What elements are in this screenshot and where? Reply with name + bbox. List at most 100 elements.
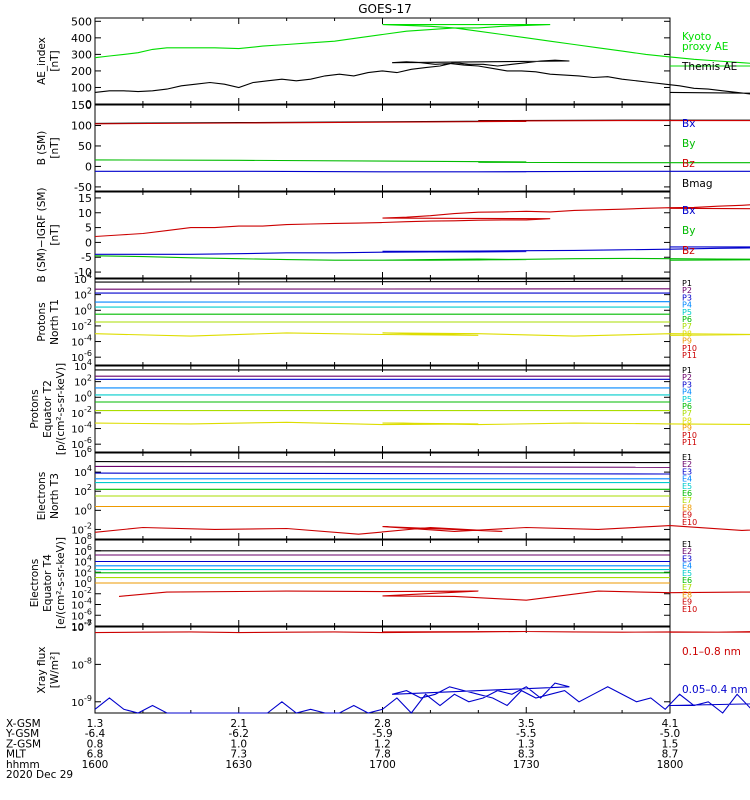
y-tick-label: -50 (74, 181, 92, 194)
row-value: 1700 (369, 759, 396, 771)
legend-item: E8 (682, 590, 692, 599)
y-tick-label: 106 (74, 543, 92, 558)
y-tick-label: 400 (71, 32, 92, 45)
row-value: 6.8 (87, 749, 104, 761)
legend-item: P10 (682, 431, 697, 440)
y-tick-label: 5 (85, 222, 92, 235)
series-bx (95, 170, 750, 173)
legend-item: Bmag (682, 178, 713, 190)
row-label-z-gsm: Z-GSM (6, 738, 41, 750)
series-e3 (94, 472, 671, 475)
series-bz (94, 204, 750, 238)
legend-item: 0.1–0.8 nm (682, 646, 741, 658)
series-e9 (118, 590, 750, 601)
y-tick-label: 104 (74, 358, 92, 373)
y-axis-label: [nT] (49, 224, 61, 245)
y-axis-label: [p/(cm²-s-sr-keV)] (55, 363, 67, 455)
y-tick-label: 100 (74, 575, 92, 590)
panel-frame (94, 104, 671, 192)
row-value: 1.0 (230, 738, 247, 750)
legend-item: P6 (682, 315, 692, 324)
legend-item: By (682, 225, 695, 237)
legend: 0.1–0.8 nm 0.05–0.4 nm (682, 646, 748, 696)
y-tick-label: 10-2 (71, 521, 92, 536)
legend-item: E9 (682, 511, 692, 520)
row-value: 1.2 (374, 738, 391, 750)
series-e1 (94, 461, 671, 464)
legend-item: E2 (682, 547, 692, 556)
row-value: 7.8 (374, 749, 391, 761)
series-themis-ae (94, 59, 750, 95)
legend-item: P2 (682, 373, 692, 382)
series-kyoto-proxy-ae (94, 24, 750, 67)
y-tick-label: 10-4 (71, 597, 92, 612)
y-axis-label: Xray flux (36, 647, 48, 694)
y-tick-label: 10-6 (71, 349, 92, 364)
y-axis-label: Equator T2 (42, 380, 54, 438)
series-p8 (94, 332, 750, 337)
row-value: 1730 (513, 759, 540, 771)
y-tick-label: 104 (74, 271, 92, 286)
legend-item: Bx (682, 205, 695, 217)
y-axis-label: Protons (29, 389, 41, 428)
y-tick-label: 0 (85, 160, 92, 173)
legend-item: E7 (682, 583, 692, 592)
y-axis-label: B (SM)−IGRF (SM) (36, 187, 48, 282)
y-tick-label: 100 (74, 502, 92, 517)
y-tick-label: 104 (74, 464, 92, 479)
legend-item: E10 (682, 518, 697, 527)
y-tick-label: 102 (74, 374, 92, 389)
y-tick-label: 100 (71, 119, 92, 132)
y-tick-label: 0 (85, 98, 92, 111)
figure-title: GOES-17 (358, 2, 412, 16)
legend-item: E6 (682, 489, 692, 498)
y-axis-label: AE_index (36, 37, 48, 85)
y-tick-label: 10-8 (71, 656, 92, 671)
y-tick-label: 150 (71, 99, 92, 112)
y-tick-label: 106 (74, 445, 92, 460)
y-tick-label: 100 (71, 81, 92, 94)
series-bz (94, 120, 750, 125)
series-p1 (94, 280, 671, 283)
y-tick-label: 10-6 (71, 436, 92, 451)
y-tick-label: 300 (71, 48, 92, 61)
y-axis-label: [e/(cm²-s-sr-keV)] (55, 537, 67, 629)
y-tick-label: -5 (81, 251, 92, 264)
series-by (94, 159, 750, 164)
y-tick-label: 10-9 (71, 694, 92, 709)
legend: Bx By Bz Bmag (682, 118, 713, 190)
legend-item: E1 (682, 540, 692, 549)
row-value: 8.7 (662, 749, 679, 761)
legend-item: E5 (682, 569, 692, 578)
y-tick-label: 10-2 (71, 318, 92, 333)
row-label-hhmm: hhmm (6, 759, 40, 771)
legend-item: P8 (682, 329, 692, 338)
legend-item: E4 (682, 562, 692, 571)
y-axis-label: [W/m²] (49, 652, 61, 689)
legend-item: P1 (682, 366, 692, 375)
y-tick-label: 10-6 (71, 607, 92, 622)
legend-item: proxy AE (682, 41, 728, 53)
row-value: -6.4 (85, 728, 106, 740)
row-value: 3.5 (518, 718, 535, 730)
row-value: 4.1 (662, 718, 679, 730)
panel-frame (94, 191, 671, 279)
legend-item: P11 (682, 351, 697, 360)
y-tick-label: -10 (74, 266, 92, 279)
legend-item: P8 (682, 416, 692, 425)
legend: Bx By Bz (682, 205, 695, 257)
y-tick-label: 10 (78, 207, 92, 220)
y-axis-label: Equator T4 (42, 554, 54, 612)
legend-item: P4 (682, 388, 692, 397)
row-value: 8.3 (518, 749, 535, 761)
y-axis-label: Electrons (36, 472, 48, 521)
legend-item: E10 (682, 605, 697, 614)
y-axis-label: North T3 (49, 473, 61, 519)
legend-item: P4 (682, 301, 692, 310)
